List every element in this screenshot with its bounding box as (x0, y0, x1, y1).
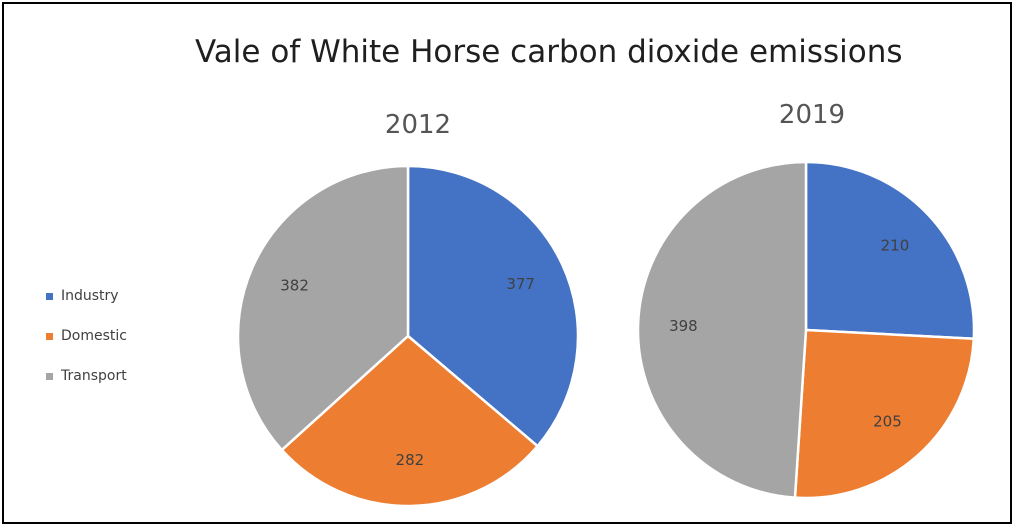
pie-slice-2019-industry (804, 160, 976, 341)
legend-swatch-industry (46, 292, 53, 300)
legend-item-industry: Industry (46, 286, 127, 306)
pie-slice-2012-industry (406, 164, 580, 448)
chart-legend: Industry Domestic Transport (46, 286, 127, 406)
pie-slice-2019-transport (636, 160, 808, 499)
data-label-2019-domestic: 205 (873, 413, 902, 431)
pie-slice-2019-domestic (793, 328, 976, 500)
data-label-2012-domestic: 282 (396, 451, 425, 469)
data-label-2012-industry: 377 (506, 275, 535, 293)
legend-item-domestic: Domestic (46, 326, 127, 346)
data-label-2012-transport: 382 (280, 277, 309, 295)
legend-swatch-domestic (46, 332, 53, 340)
pie-slice-2012-domestic (280, 334, 539, 508)
pie-slice-2012-transport (236, 164, 410, 452)
data-label-2019-industry: 210 (881, 237, 910, 255)
pie-subtitle-2012: 2012 (384, 110, 452, 140)
legend-label-domestic: Domestic (61, 328, 127, 344)
pie-2012: 377 282 382 (236, 164, 580, 508)
pie-2019: 210 205 398 (636, 160, 976, 500)
legend-label-industry: Industry (61, 288, 119, 304)
pie-subtitle-2019: 2019 (778, 100, 846, 130)
legend-label-transport: Transport (61, 368, 127, 384)
legend-item-transport: Transport (46, 366, 127, 386)
data-label-2019-transport: 398 (669, 317, 698, 335)
legend-swatch-transport (46, 372, 53, 380)
chart-title: Vale of White Horse carbon dioxide emiss… (195, 34, 903, 70)
